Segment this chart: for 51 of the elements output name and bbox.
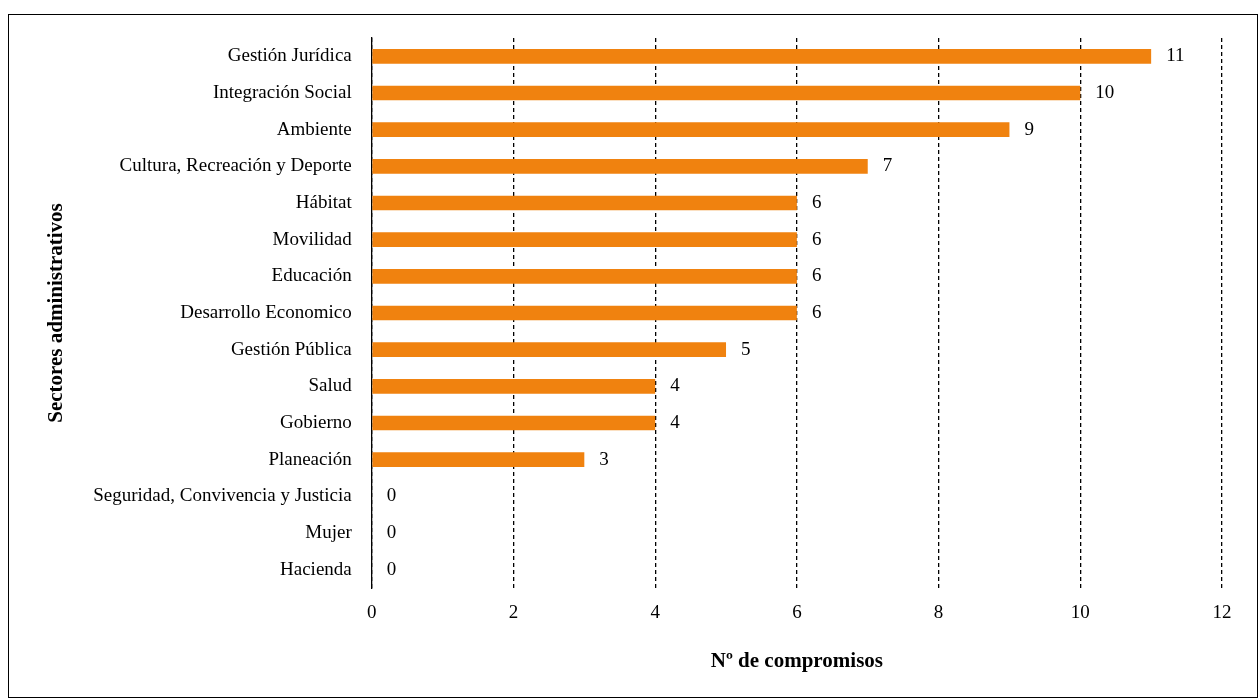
y-tick-label: Gobierno xyxy=(279,410,352,432)
data-label: 4 xyxy=(670,374,681,396)
bar xyxy=(372,452,585,467)
bar xyxy=(372,232,797,247)
data-label: 7 xyxy=(882,154,893,176)
y-tick-label: Salud xyxy=(308,374,353,396)
bar xyxy=(372,305,797,321)
x-tick-label: 0 xyxy=(367,601,377,623)
bar xyxy=(372,85,1081,101)
x-tick-label: 10 xyxy=(1070,601,1090,623)
bar xyxy=(372,415,656,431)
data-label: 5 xyxy=(741,337,751,359)
data-label: 10 xyxy=(1095,80,1115,102)
bar xyxy=(372,49,1152,64)
data-label: 3 xyxy=(599,447,609,469)
x-axis-title: Nº de compromisos xyxy=(710,647,883,672)
x-tick-label: 8 xyxy=(933,601,944,623)
x-tick-label: 6 xyxy=(792,601,802,623)
y-tick-label: Hacienda xyxy=(280,557,353,579)
data-label: 0 xyxy=(386,557,397,579)
y-tick-label: Integración Social xyxy=(212,80,352,102)
y-tick-label: Movilidad xyxy=(272,227,353,249)
data-label: 6 xyxy=(811,227,822,249)
bar xyxy=(372,379,656,394)
y-tick-label: Hábitat xyxy=(295,190,353,212)
y-tick-label: Planeación xyxy=(268,447,353,469)
bar xyxy=(372,122,1010,137)
bar xyxy=(372,159,868,174)
y-tick-label: Desarrollo Economico xyxy=(180,300,352,322)
data-label: 11 xyxy=(1166,44,1185,66)
y-axis-title: Sectores administrativos xyxy=(43,203,68,423)
data-label: 0 xyxy=(386,520,397,542)
y-tick-label: Educación xyxy=(271,264,353,286)
bar xyxy=(372,195,797,211)
data-label: 0 xyxy=(386,484,397,506)
x-tick-label: 12 xyxy=(1212,601,1232,623)
bar xyxy=(372,269,797,284)
data-label: 6 xyxy=(811,300,822,322)
data-label: 4 xyxy=(670,410,681,432)
data-label: 6 xyxy=(811,264,822,286)
y-tick-label: Gestión Jurídica xyxy=(227,44,353,66)
y-tick-label: Mujer xyxy=(305,520,353,542)
y-tick-label: Ambiente xyxy=(276,117,352,139)
data-label: 9 xyxy=(1024,117,1034,139)
x-tick-label: 4 xyxy=(650,601,661,623)
y-tick-label: Gestión Pública xyxy=(230,337,353,359)
data-label: 6 xyxy=(811,190,822,212)
y-tick-label: Seguridad, Convivencia y Justicia xyxy=(93,484,353,506)
x-tick-label: 2 xyxy=(508,601,519,623)
y-tick-label: Cultura, Recreación y Deporte xyxy=(119,154,352,176)
bar xyxy=(372,342,727,357)
